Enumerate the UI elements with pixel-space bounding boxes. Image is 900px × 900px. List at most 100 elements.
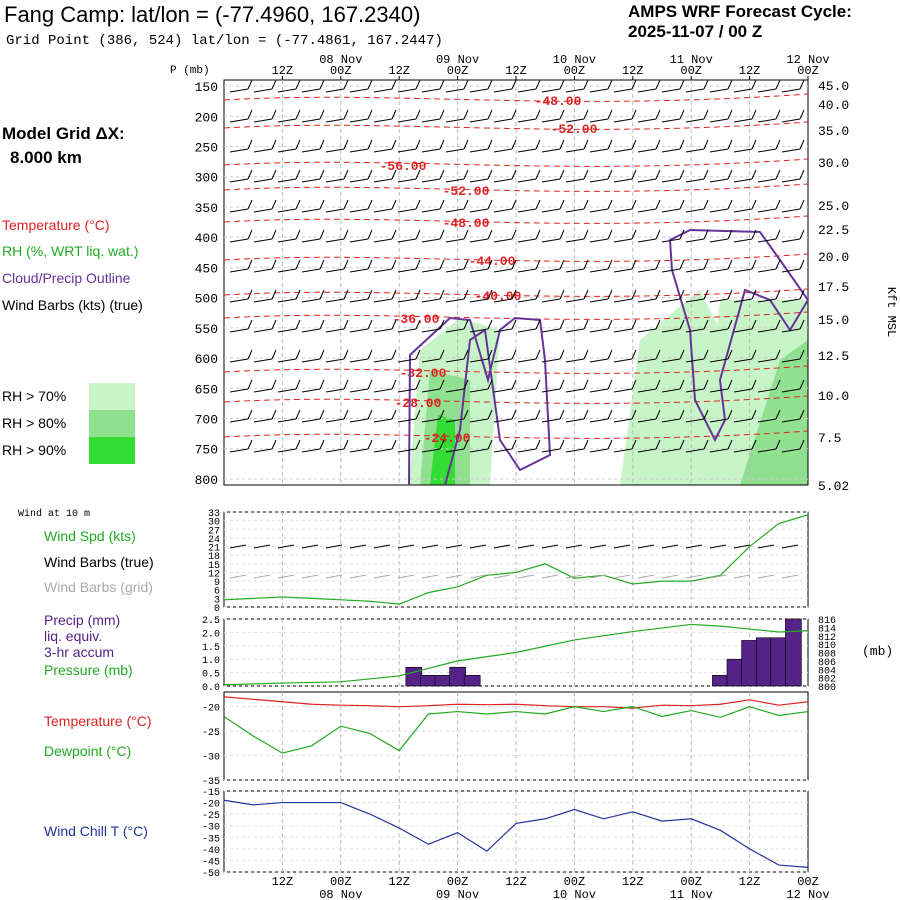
- wind-barb-flag: [391, 439, 397, 450]
- wind-barb-flag: [295, 259, 301, 270]
- wind-barb: [589, 178, 609, 183]
- legend-temperature-sfc: Temperature (°C): [44, 713, 152, 729]
- wind-barb: [349, 238, 369, 243]
- kft-tick-label: 35.0: [818, 124, 849, 139]
- wind-barb-flag: [343, 289, 349, 300]
- top-date-label: 10 Nov: [553, 53, 596, 67]
- wind-barb: [493, 148, 513, 153]
- wind-barb-flag: [775, 199, 781, 210]
- top-time-tick-label: 00Z: [330, 64, 352, 78]
- sfc-wind-barb: [277, 544, 295, 549]
- wind-barb-flag: [391, 109, 397, 120]
- wind-barb-flag: [751, 199, 757, 210]
- bottom-date-label: 12 Nov: [786, 888, 829, 900]
- wind-barb: [325, 298, 345, 303]
- wind-barb: [661, 448, 681, 453]
- wind-barb-flag: [751, 409, 757, 420]
- pressure-axis-title: P (mb): [170, 65, 210, 77]
- wind-barb-flag: [583, 349, 589, 360]
- bottom-time-tick-label: 00Z: [564, 875, 586, 889]
- top-time-tick-label: 12Z: [622, 64, 644, 78]
- wind-barb-flag: [703, 109, 709, 120]
- wind-barb-flag: [775, 109, 781, 120]
- wind-barb-flag: [655, 169, 661, 180]
- wind-barb-flag: [391, 259, 397, 270]
- wind-barb-flag: [631, 169, 637, 180]
- wind-barb-flag: [463, 109, 469, 120]
- wind-barb: [229, 178, 249, 183]
- isotherm-label: -52.00: [443, 184, 490, 199]
- wind-barb-flag: [775, 79, 781, 90]
- wind-barb: [781, 328, 801, 333]
- wind-barb: [685, 88, 705, 93]
- wind-barb: [373, 178, 393, 183]
- wind-barb: [709, 118, 729, 123]
- pressure-right-tick-label: 800: [818, 683, 836, 694]
- precip-tick-label: 0.5: [202, 670, 220, 681]
- wind-barb: [733, 178, 753, 183]
- wind-barb-flag: [583, 139, 589, 150]
- wind-barb: [637, 178, 657, 183]
- isotherm: [223, 253, 809, 262]
- wind-barb-flag: [247, 79, 253, 90]
- wind-barb-flag: [271, 139, 277, 150]
- wind-barb: [445, 358, 465, 363]
- sfc-wind-barb: [301, 544, 319, 549]
- top-date-label: 11 Nov: [670, 53, 713, 67]
- precip-bar: [463, 674, 481, 687]
- pressure-right-axis-title: (mb): [862, 644, 893, 659]
- wind-barb-flag: [535, 379, 541, 390]
- wind-barb: [637, 148, 657, 153]
- wind-barb-flag: [415, 109, 421, 120]
- wind-barb-flag: [319, 79, 325, 90]
- wind-barb: [781, 418, 801, 423]
- wind-barb: [637, 208, 657, 213]
- wind-barb-flag: [631, 439, 637, 450]
- wind-barb: [613, 238, 633, 243]
- wind-barb: [661, 418, 681, 423]
- wind-barb-flag: [751, 169, 757, 180]
- wind-barb: [565, 88, 585, 93]
- top-time-tick-label: 12Z: [505, 64, 527, 78]
- wind-barb-flag: [607, 229, 613, 240]
- wind-barb-flag: [631, 289, 637, 300]
- wind-barb-flag: [271, 349, 277, 360]
- wind-barb: [541, 88, 561, 93]
- wind-barb: [253, 388, 273, 393]
- bottom-time-tick-label: 00Z: [797, 875, 819, 889]
- pressure-tick-label: 700: [195, 413, 218, 428]
- dewpoint-series: [223, 706, 809, 754]
- wind-barb-flag: [319, 349, 325, 360]
- precip-bar: [712, 674, 729, 687]
- wind-barb-flag: [343, 139, 349, 150]
- wind-barb-flag: [271, 409, 277, 420]
- wind-barb-flag: [295, 79, 301, 90]
- wind-barb-flag: [271, 199, 277, 210]
- wind-barb-flag: [775, 169, 781, 180]
- wind-barb-flag: [415, 289, 421, 300]
- wind-barb: [685, 298, 705, 303]
- wind-barb: [781, 298, 801, 303]
- wind-barb-flag: [535, 259, 541, 270]
- wind-barb-flag: [271, 169, 277, 180]
- wind-barb: [565, 178, 585, 183]
- wind-barb: [349, 448, 369, 453]
- bottom-date-label: 08 Nov: [319, 888, 362, 900]
- pressure-right-tick-label: 814: [818, 624, 836, 635]
- wind-barb-flag: [655, 349, 661, 360]
- wind-barb: [541, 238, 561, 243]
- wind-barb-flag: [391, 289, 397, 300]
- sfc-wind-barb-grid: [421, 574, 439, 579]
- sfc-wind-barb: [757, 544, 775, 549]
- isotherm-label: -44.00: [469, 254, 516, 269]
- legend-rh90-swatch: [89, 437, 135, 464]
- wind-barb: [421, 268, 441, 273]
- wind-barb: [733, 208, 753, 213]
- wind-barb-flag: [271, 79, 277, 90]
- wind-barb-flag: [295, 349, 301, 360]
- wind-barb-flag: [679, 289, 685, 300]
- wind-barb: [517, 178, 537, 183]
- wind-barb-flag: [271, 259, 277, 270]
- wind-barb-flag: [655, 289, 661, 300]
- legend-precip: Precip (mm): [44, 612, 121, 628]
